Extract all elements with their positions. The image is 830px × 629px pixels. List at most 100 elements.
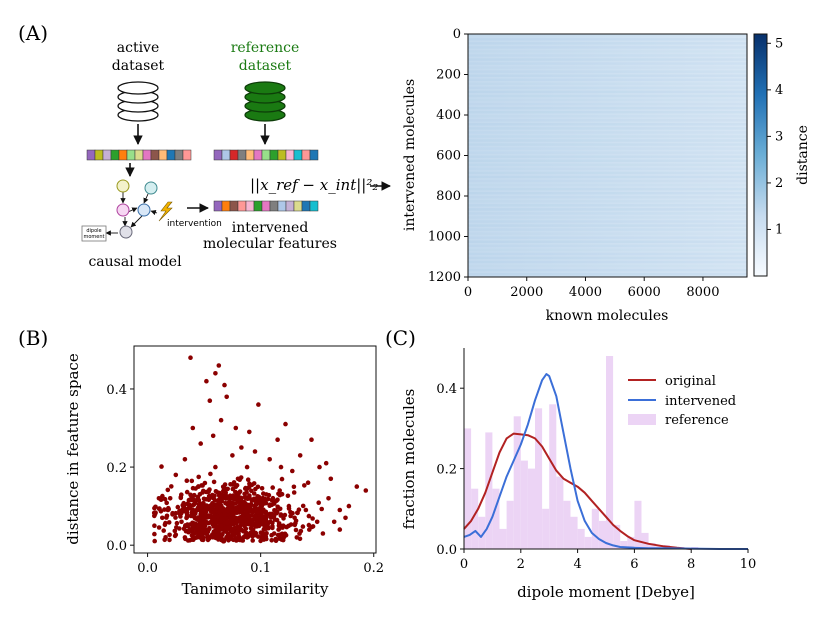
distribution-chart: 0 2 4 6 8 10 0.00.20.4 dipole moment [Debye] … xyxy=(400,348,756,601)
y-tick-label: 0.2 xyxy=(106,461,127,476)
heatmap-stripe xyxy=(468,86,747,90)
histogram-bar xyxy=(549,404,557,549)
scatter-point xyxy=(192,531,197,536)
colorbar-tick-label: 3 xyxy=(775,129,783,144)
scatter-point xyxy=(218,507,224,513)
scatter-point xyxy=(184,489,190,495)
scatter-point xyxy=(195,524,201,529)
x-tick-label: 10 xyxy=(740,557,757,572)
scatter-point xyxy=(158,509,164,514)
heatmap-stripe xyxy=(468,135,747,138)
scatter-point xyxy=(265,525,270,530)
heatmap-stripe xyxy=(468,236,747,239)
scatter-point xyxy=(261,535,267,540)
histogram-bar xyxy=(627,536,635,549)
scatter-point xyxy=(326,496,331,501)
feature-cell xyxy=(102,149,112,161)
heatmap-stripe xyxy=(468,143,747,146)
scatter-point xyxy=(202,480,208,486)
scatter-point xyxy=(183,523,188,528)
scatter-point xyxy=(269,538,275,543)
scatter-frame xyxy=(133,345,377,554)
scatter-point xyxy=(255,495,261,501)
scatter-point xyxy=(346,503,352,509)
panel-label-c: (C) xyxy=(385,326,416,350)
distribution-y-label: fraction molecules xyxy=(400,389,418,530)
heatmap-stripe xyxy=(468,155,747,158)
scatter-point xyxy=(290,468,295,474)
scatter-point xyxy=(173,472,179,478)
distribution-lines xyxy=(463,373,748,550)
scatter-point xyxy=(239,515,244,521)
scatter-chart: 0.0 0.1 0.2 0.00.20.4 Tanimoto similarity … xyxy=(64,345,384,598)
database-icon xyxy=(117,81,159,122)
scatter-point xyxy=(190,523,196,528)
feature-cell xyxy=(301,200,311,212)
scatter-point xyxy=(239,445,244,450)
scatter-point xyxy=(319,506,325,512)
scatter-point xyxy=(187,502,192,507)
scatter-point xyxy=(300,524,306,529)
reference-dataset-label-1: reference xyxy=(231,40,300,56)
scatter-point xyxy=(270,485,276,490)
histogram-bar xyxy=(556,476,564,549)
scatter-point xyxy=(230,511,235,517)
colorbar-tick-label: 4 xyxy=(775,83,783,98)
scatter-point xyxy=(233,501,238,506)
heatmap-stripe xyxy=(468,240,747,243)
scatter-point xyxy=(249,523,254,528)
x-tick-label: 4000 xyxy=(569,285,602,300)
scatter-point xyxy=(274,517,280,523)
scatter-point xyxy=(203,497,209,502)
formula-text: ||x_ref − x_int||²₂ xyxy=(250,176,378,194)
feature-cell xyxy=(253,149,263,161)
intervened-label-1: intervened xyxy=(232,220,309,236)
scatter-point xyxy=(231,532,237,538)
scatter-point xyxy=(294,535,300,540)
scatter-point xyxy=(199,521,204,526)
scatter-point xyxy=(207,398,213,404)
scatter-y-label: distance in feature space xyxy=(64,353,82,545)
histogram-bar xyxy=(535,408,543,549)
feature-cell xyxy=(277,200,287,212)
scatter-point xyxy=(300,503,306,509)
scatter-point xyxy=(251,491,257,496)
colorbar-tick-label: 1 xyxy=(775,222,783,237)
colorbar xyxy=(753,33,768,277)
schematic: active dataset reference dataset xyxy=(81,40,391,270)
scatter-point xyxy=(216,363,222,368)
y-tick-label: 0 xyxy=(453,27,461,42)
colorbar-tick-label: 2 xyxy=(775,176,783,191)
scatter-point xyxy=(291,484,297,490)
scatter-point xyxy=(250,538,255,543)
scatter-point xyxy=(266,520,271,526)
scatter-point xyxy=(164,500,169,506)
scatter-point xyxy=(162,537,167,543)
scatter-point xyxy=(172,528,178,534)
scatter-point xyxy=(328,476,334,482)
feature-cell xyxy=(229,200,239,212)
scatter-point xyxy=(164,515,169,520)
scatter-point xyxy=(260,513,265,519)
scatter-point xyxy=(255,534,261,539)
heatmap-stripe xyxy=(468,187,747,191)
scatter-point xyxy=(167,537,172,543)
scatter-point xyxy=(317,464,322,470)
heatmap-stripe xyxy=(468,244,747,248)
scatter-point xyxy=(187,538,193,543)
scatter-point xyxy=(207,503,213,509)
heatmap-stripe xyxy=(468,264,747,268)
scatter-point xyxy=(243,505,248,510)
histogram-bar xyxy=(499,528,507,549)
dipole-label-1: dipole xyxy=(86,228,101,234)
scatter-point xyxy=(297,453,303,458)
heatmap-stripe xyxy=(468,248,747,252)
scatter-point xyxy=(182,457,188,462)
scatter-point xyxy=(212,497,218,503)
scatter-point xyxy=(231,496,237,502)
histogram-bar xyxy=(584,536,592,549)
scatter-point xyxy=(197,501,203,506)
scatter-point xyxy=(286,503,292,509)
scatter-point xyxy=(276,527,281,532)
active-dataset-label-1: active xyxy=(117,40,160,56)
